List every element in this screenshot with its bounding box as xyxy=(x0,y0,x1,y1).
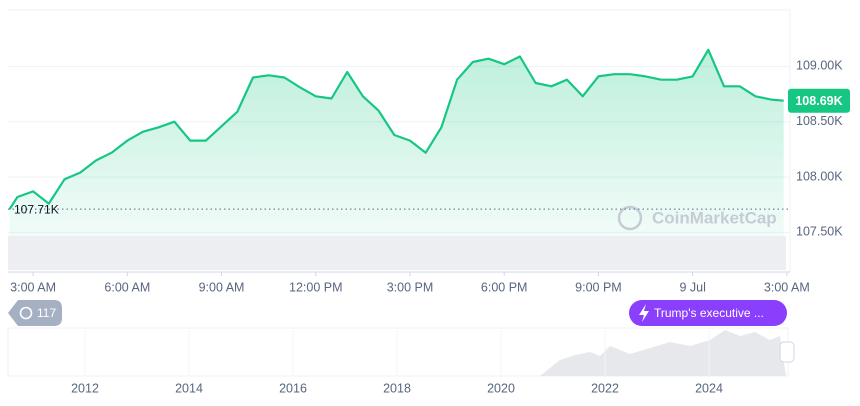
x-tick-label: 3:00 AM xyxy=(10,280,56,294)
navigator-year: 2020 xyxy=(487,381,515,395)
history-badge-bg[interactable] xyxy=(8,300,62,326)
y-tick-label: 107.50K xyxy=(796,225,843,239)
x-tick-label: 6:00 PM xyxy=(481,280,528,294)
watermark-logo xyxy=(617,205,643,231)
history-icon xyxy=(19,306,33,320)
last-price-label: 108.69K xyxy=(795,94,842,108)
navigator-year: 2014 xyxy=(175,381,203,395)
low-label: 107.71K xyxy=(14,202,59,216)
x-tick-label: 3:00 PM xyxy=(387,280,434,294)
y-tick-label: 108.50K xyxy=(796,114,843,128)
volume-band xyxy=(8,236,786,270)
last-price-box xyxy=(788,88,850,113)
navigator-year: 2024 xyxy=(695,381,723,395)
navigator-year: 2012 xyxy=(71,381,99,395)
x-tick-label: 9 Jul xyxy=(679,280,705,294)
x-tick-label: 9:00 AM xyxy=(199,280,245,294)
event-badge[interactable]: Trump's executive ... xyxy=(629,300,787,326)
history-count: 117 xyxy=(37,306,56,320)
y-tick-label: 109.00K xyxy=(796,59,843,73)
x-tick-label: 9:00 PM xyxy=(575,280,622,294)
event-text: Trump's executive ... xyxy=(654,306,764,320)
price-area xyxy=(9,49,784,270)
y-tick-label: 108.00K xyxy=(796,169,843,183)
navigator-year: 2022 xyxy=(591,381,619,395)
x-tick-label: 3:00 AM xyxy=(764,280,810,294)
watermark-text: CoinMarketCap xyxy=(652,208,777,227)
event-badge-bg[interactable] xyxy=(629,300,787,326)
watermark: CoinMarketCap xyxy=(617,205,777,231)
x-tick-label: 6:00 AM xyxy=(104,280,150,294)
navigator-year: 2018 xyxy=(383,381,411,395)
navigator-year: 2016 xyxy=(279,381,307,395)
navigator-handle[interactable] xyxy=(779,341,795,363)
history-badge[interactable]: 117 xyxy=(8,300,62,326)
x-tick-label: 12:00 PM xyxy=(289,280,343,294)
event-icon xyxy=(639,304,649,322)
navigator-area xyxy=(540,330,786,376)
price-line xyxy=(8,48,784,210)
